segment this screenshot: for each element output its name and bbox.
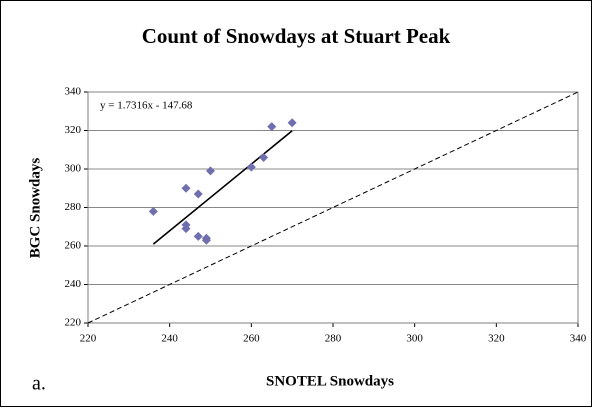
- x-tick-label: 340: [570, 333, 587, 345]
- y-axis-label: BGC Snowdays: [27, 158, 43, 259]
- point: [267, 122, 277, 132]
- x-axis-label: SNOTEL Snowdays: [266, 373, 394, 389]
- y-tick-label: 220: [65, 317, 82, 329]
- point: [181, 224, 191, 234]
- y-tick-label: 340: [65, 86, 82, 98]
- point: [206, 166, 215, 176]
- chart-title: Count of Snowdays at Stuart Peak: [142, 24, 451, 48]
- x-tick-label: 220: [80, 333, 97, 345]
- point: [193, 231, 203, 241]
- y-tick-label: 300: [65, 163, 82, 175]
- point: [193, 189, 203, 199]
- one-to-one-line: [87, 91, 579, 324]
- point: [148, 206, 158, 216]
- y-tick-label: 320: [65, 124, 82, 136]
- panel-label: a.: [32, 373, 46, 395]
- x-tick-label: 260: [243, 333, 260, 345]
- x-tick-label: 300: [406, 333, 423, 345]
- y-tick-label: 260: [65, 240, 82, 252]
- point: [201, 235, 211, 245]
- trendline: [152, 130, 293, 245]
- plot-area: [87, 91, 579, 324]
- point: [181, 183, 191, 193]
- point: [246, 162, 256, 172]
- y-tick-label: 240: [65, 278, 82, 290]
- point: [259, 152, 269, 162]
- trendline-equation: y = 1.7316x - 147.68: [100, 100, 193, 112]
- point: [287, 118, 297, 128]
- x-tick-label: 240: [161, 333, 178, 345]
- x-tick-label: 320: [488, 333, 505, 345]
- y-tick-label: 280: [65, 201, 82, 213]
- x-tick-label: 280: [325, 333, 342, 345]
